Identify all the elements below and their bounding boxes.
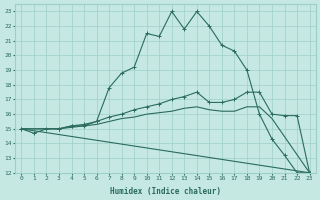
X-axis label: Humidex (Indice chaleur): Humidex (Indice chaleur)	[110, 187, 221, 196]
